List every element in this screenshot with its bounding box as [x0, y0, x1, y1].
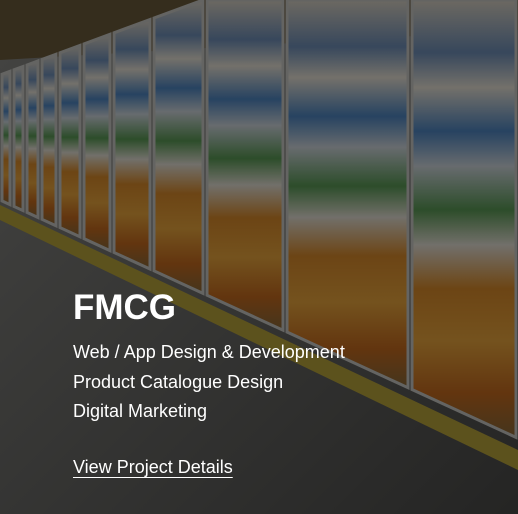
service-item: Product Catalogue Design — [73, 371, 284, 392]
service-item: Web / App Design & Development — [73, 342, 345, 362]
card-title: FMCG — [73, 288, 177, 327]
card-content: FMCG Web / App Design & Development Prod… — [73, 288, 345, 478]
service-item: Digital Marketing — [73, 401, 208, 421]
project-link[interactable]: View Project Details — [73, 456, 233, 477]
